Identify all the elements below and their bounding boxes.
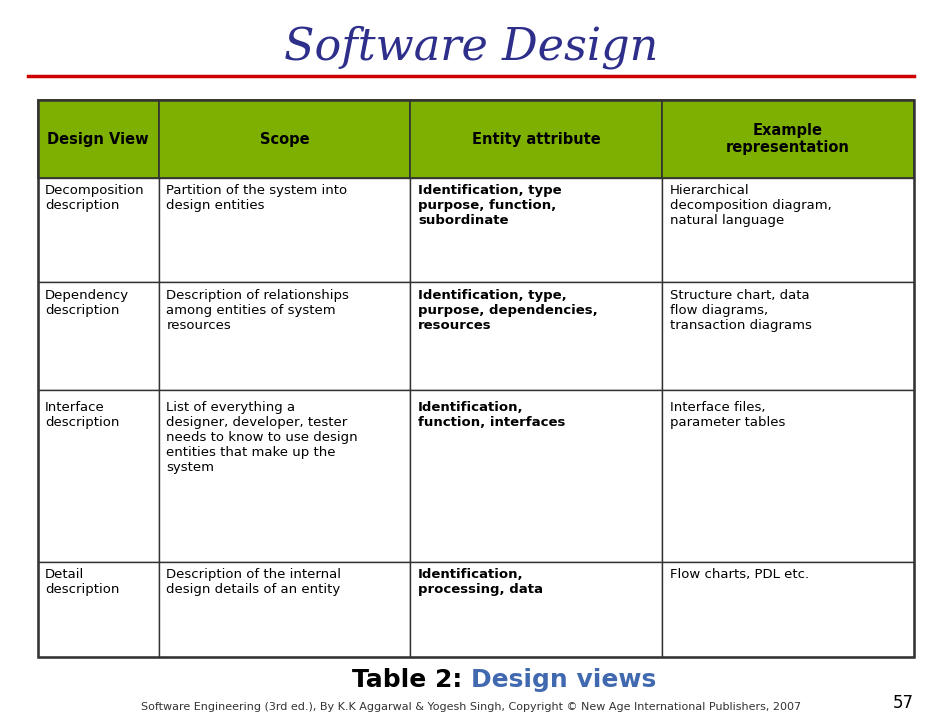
Text: Description of relationships
among entities of system
resources: Description of relationships among entit… — [167, 289, 349, 332]
Bar — [662, 390, 914, 562]
Bar — [662, 562, 914, 657]
Bar — [159, 282, 411, 390]
Text: Decomposition
description: Decomposition description — [45, 184, 145, 213]
Text: Description of the internal
design details of an entity: Description of the internal design detai… — [167, 568, 341, 596]
Bar — [662, 178, 914, 282]
Text: Identification, type
purpose, function,
subordinate: Identification, type purpose, function, … — [418, 184, 561, 227]
Text: Software Design: Software Design — [284, 25, 658, 69]
Text: 57: 57 — [893, 694, 914, 712]
Bar — [411, 282, 662, 390]
Text: Detail
description: Detail description — [45, 568, 120, 596]
Bar — [662, 282, 914, 390]
Text: Flow charts, PDL etc.: Flow charts, PDL etc. — [670, 568, 809, 581]
Text: Design View: Design View — [47, 132, 149, 147]
Text: Partition of the system into
design entities: Partition of the system into design enti… — [167, 184, 348, 213]
Text: Table 2:: Table 2: — [352, 668, 471, 692]
Bar — [38, 178, 159, 282]
Bar — [411, 178, 662, 282]
Text: Identification, type,
purpose, dependencies,
resources: Identification, type, purpose, dependenc… — [418, 289, 598, 332]
Text: List of everything a
designer, developer, tester
needs to know to use design
ent: List of everything a designer, developer… — [167, 400, 358, 474]
Bar — [411, 562, 662, 657]
Bar — [38, 100, 159, 178]
Text: Identification,
processing, data: Identification, processing, data — [418, 568, 543, 596]
Text: Scope: Scope — [260, 132, 310, 147]
Bar — [38, 100, 914, 657]
Bar — [159, 100, 411, 178]
Bar — [38, 390, 159, 562]
Bar — [159, 390, 411, 562]
Bar — [38, 562, 159, 657]
Text: Interface
description: Interface description — [45, 400, 120, 429]
Bar — [159, 562, 411, 657]
Bar — [159, 178, 411, 282]
Text: Interface files,
parameter tables: Interface files, parameter tables — [670, 400, 785, 429]
Bar — [38, 282, 159, 390]
Text: Design views: Design views — [471, 668, 657, 692]
Text: Software Engineering (3rd ed.), By K.K Aggarwal & Yogesh Singh, Copyright © New : Software Engineering (3rd ed.), By K.K A… — [141, 702, 801, 712]
Text: Hierarchical
decomposition diagram,
natural language: Hierarchical decomposition diagram, natu… — [670, 184, 832, 227]
Text: Dependency
description: Dependency description — [45, 289, 129, 317]
Text: Identification,
function, interfaces: Identification, function, interfaces — [418, 400, 565, 429]
Text: Structure chart, data
flow diagrams,
transaction diagrams: Structure chart, data flow diagrams, tra… — [670, 289, 811, 332]
Text: Entity attribute: Entity attribute — [472, 132, 601, 147]
Bar — [411, 390, 662, 562]
Bar — [662, 100, 914, 178]
Bar — [411, 100, 662, 178]
Text: Example
representation: Example representation — [726, 123, 850, 156]
